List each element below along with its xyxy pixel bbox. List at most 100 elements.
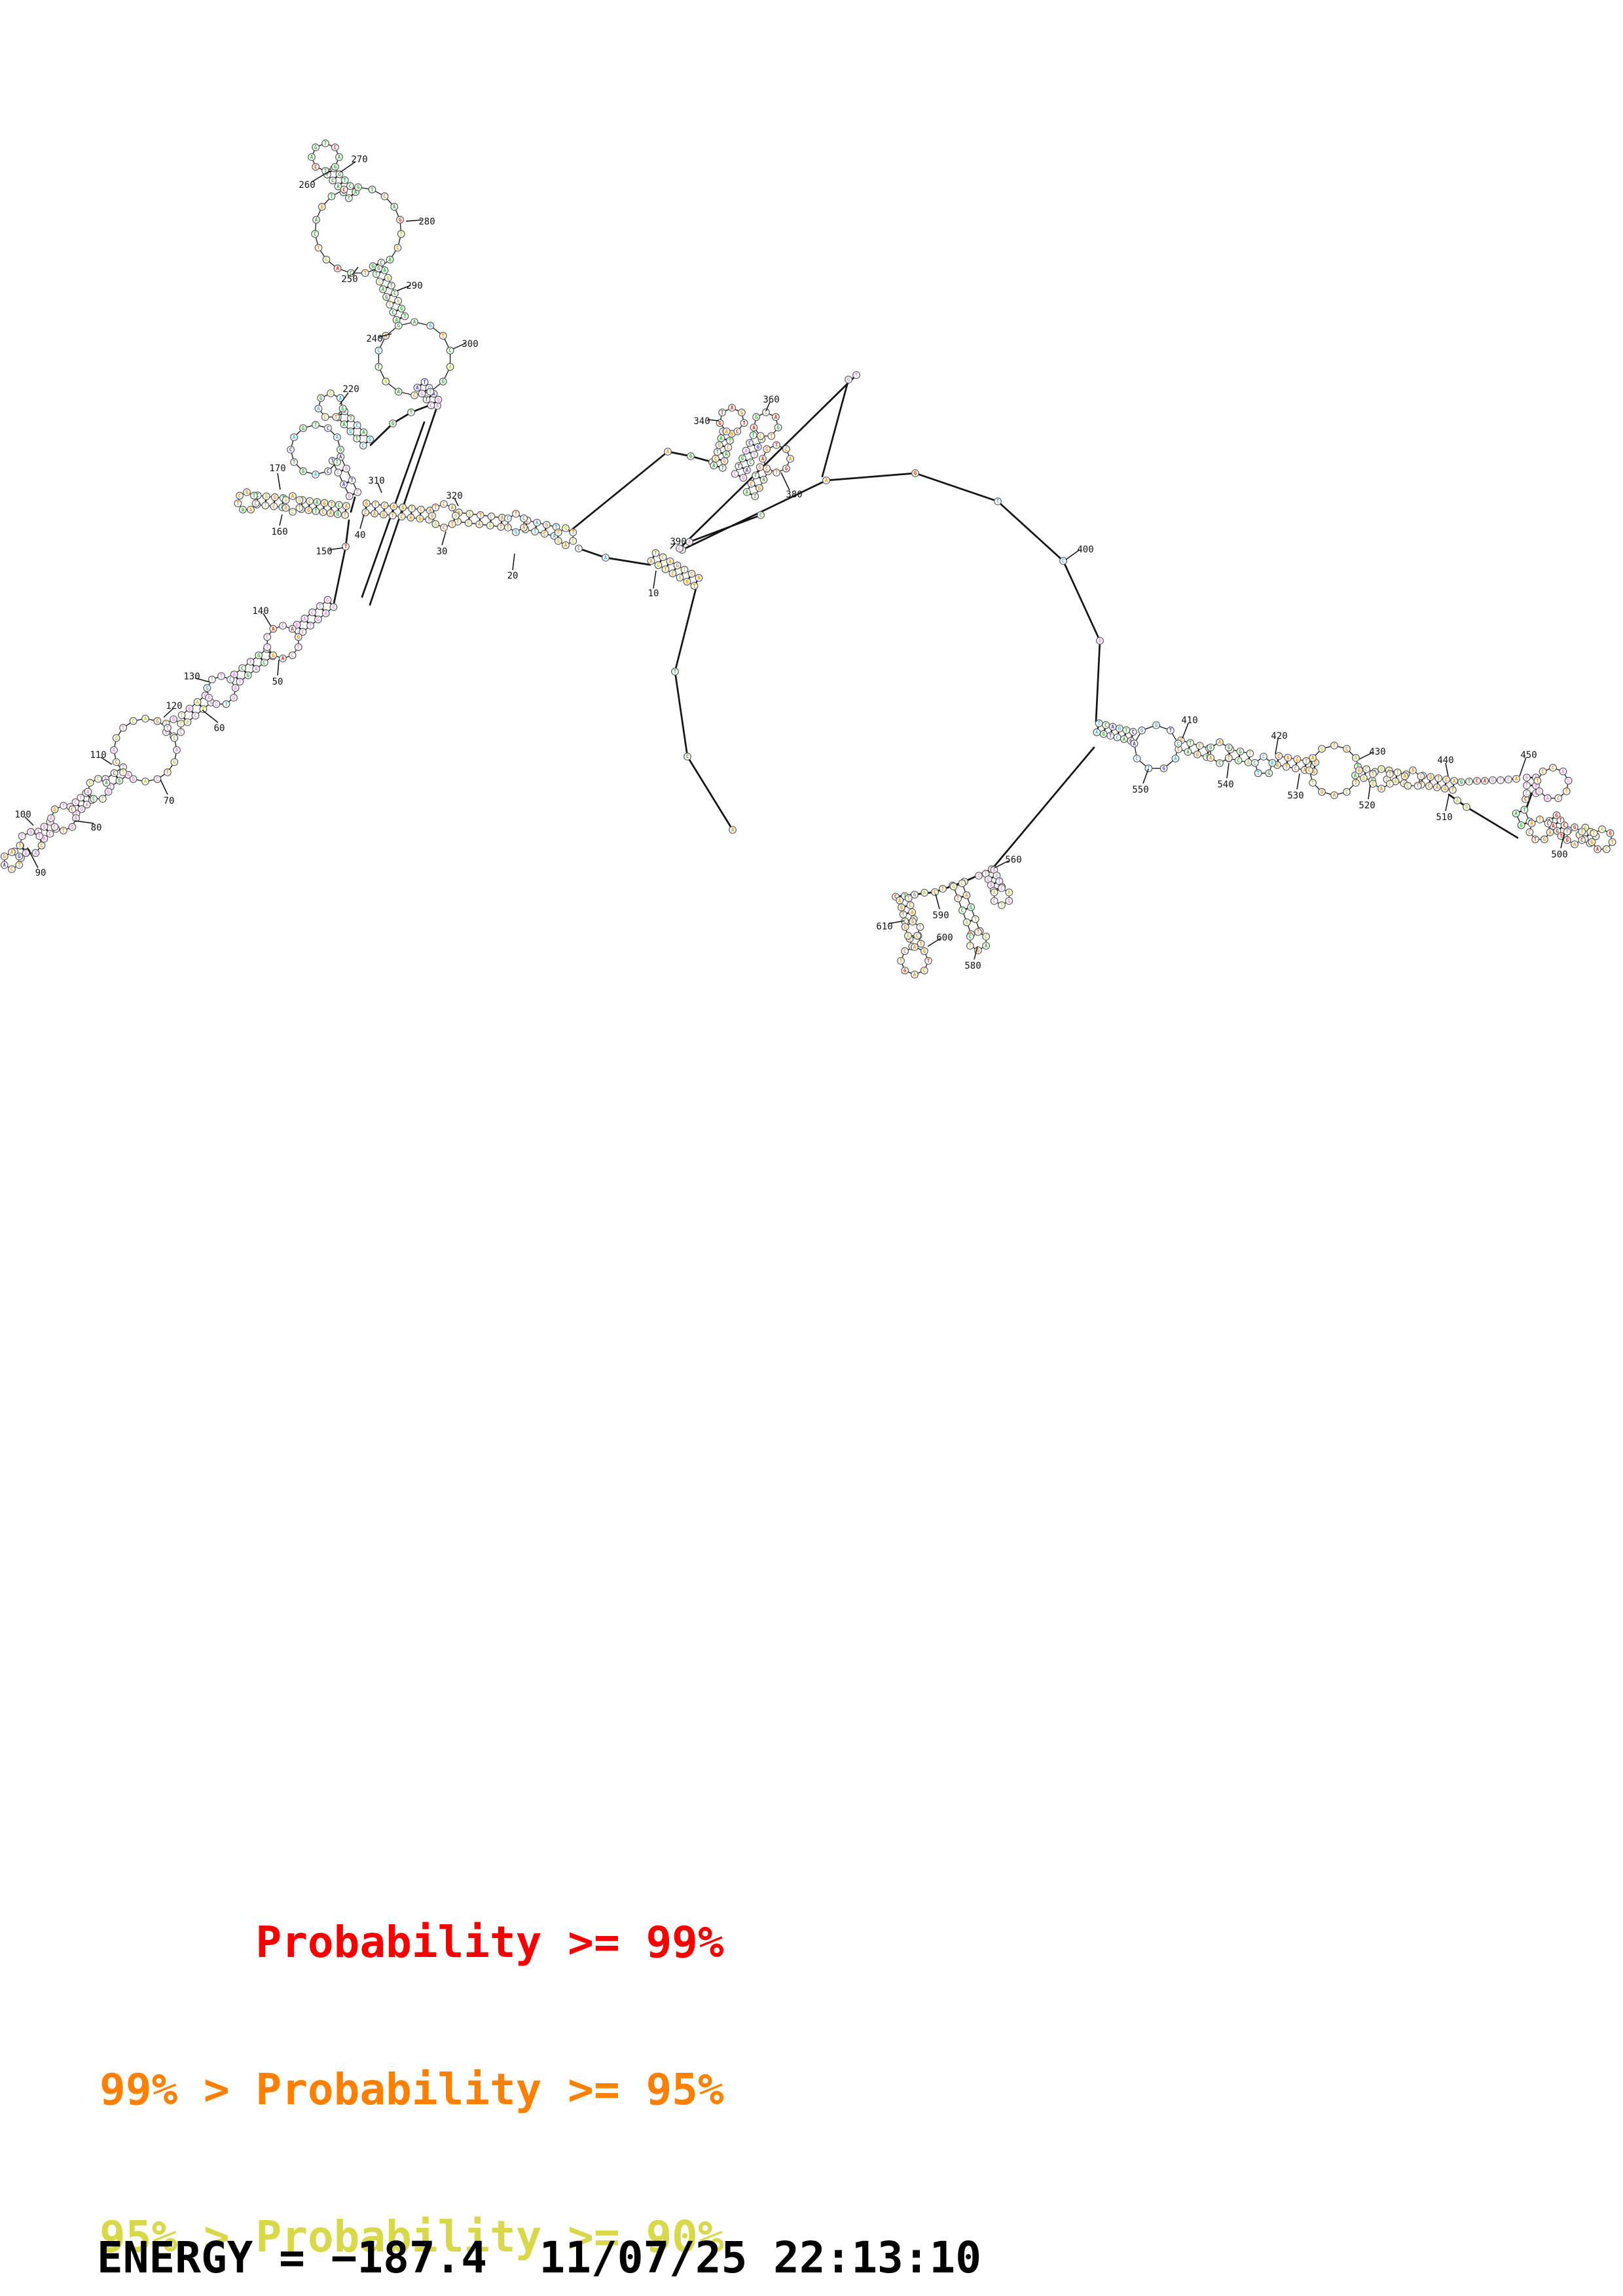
svg-text:T: T — [1147, 766, 1150, 772]
svg-text:G: G — [397, 323, 400, 329]
svg-text:T: T — [957, 895, 960, 901]
svg-text:C: C — [1428, 783, 1431, 789]
svg-text:G: G — [755, 414, 758, 420]
svg-text:C: C — [383, 194, 386, 200]
svg-text:A: A — [293, 435, 296, 440]
svg-text:C: C — [254, 501, 257, 507]
legend-line-90: 95% > Probability >= 90% — [100, 2212, 724, 2262]
svg-text:500: 500 — [1551, 850, 1567, 860]
svg-text:60: 60 — [214, 723, 225, 734]
svg-text:C: C — [272, 503, 276, 509]
svg-text:G: G — [172, 717, 175, 723]
svg-text:T: T — [180, 712, 183, 718]
svg-text:530: 530 — [1287, 791, 1304, 801]
svg-text:G: G — [365, 501, 369, 507]
svg-text:G: G — [564, 526, 568, 531]
svg-text:C: C — [1507, 777, 1510, 783]
svg-text:G: G — [723, 458, 726, 464]
svg-text:T: T — [297, 644, 301, 650]
svg-text:T: T — [1416, 783, 1419, 789]
svg-text:T: T — [434, 505, 437, 511]
svg-text:C: C — [48, 831, 52, 837]
svg-text:A: A — [911, 909, 914, 915]
svg-text:G: G — [80, 806, 83, 812]
svg-text:A: A — [913, 972, 917, 978]
svg-text:C: C — [349, 183, 352, 189]
svg-text:280: 280 — [418, 217, 435, 227]
svg-text:T: T — [18, 862, 21, 868]
svg-text:G: G — [556, 538, 560, 544]
svg-text:A: A — [382, 287, 385, 293]
svg-text:A: A — [458, 510, 461, 516]
svg-text:G: G — [339, 447, 342, 453]
svg-text:G: G — [1520, 823, 1523, 829]
svg-text:T: T — [79, 795, 82, 800]
svg-text:G: G — [53, 806, 56, 812]
svg-text:A: A — [775, 414, 778, 420]
svg-text:C: C — [960, 880, 964, 886]
svg-text:C: C — [1314, 760, 1317, 766]
svg-text:510: 510 — [1436, 812, 1452, 823]
svg-text:C: C — [686, 754, 689, 760]
svg-text:C: C — [1308, 768, 1311, 774]
svg-text:T: T — [330, 194, 333, 200]
svg-text:G: G — [297, 634, 301, 640]
svg-text:T: T — [1523, 807, 1526, 813]
svg-text:T: T — [37, 829, 40, 834]
svg-text:G: G — [43, 824, 46, 830]
svg-text:C: C — [522, 516, 526, 522]
svg-text:T: T — [450, 521, 454, 527]
svg-text:G: G — [488, 523, 492, 529]
svg-text:C: C — [393, 291, 397, 296]
svg-text:A: A — [1286, 755, 1290, 761]
svg-text:G: G — [284, 497, 287, 503]
svg-text:C: C — [765, 410, 768, 416]
svg-text:C: C — [661, 554, 665, 560]
svg-text:G: G — [385, 294, 388, 300]
svg-text:A: A — [1247, 760, 1250, 766]
svg-text:T: T — [1372, 771, 1375, 777]
svg-text:290: 290 — [406, 281, 422, 291]
svg-text:A: A — [105, 780, 108, 786]
svg-text:A: A — [303, 616, 306, 622]
svg-text:C: C — [392, 310, 395, 315]
svg-text:G: G — [273, 494, 276, 500]
svg-text:G: G — [257, 653, 261, 658]
svg-text:A: A — [1174, 756, 1177, 762]
svg-text:G: G — [914, 471, 917, 476]
svg-text:A: A — [536, 520, 539, 526]
svg-text:A: A — [336, 266, 339, 272]
svg-text:T: T — [974, 916, 977, 922]
svg-text:A: A — [272, 626, 275, 632]
svg-text:G: G — [1556, 828, 1559, 834]
svg-text:C: C — [420, 507, 423, 512]
svg-text:A: A — [1008, 889, 1011, 895]
svg-text:T: T — [515, 511, 518, 517]
svg-text:100: 100 — [14, 810, 31, 820]
svg-text:T: T — [403, 314, 407, 319]
svg-text:C: C — [329, 391, 333, 397]
svg-text:C: C — [1524, 797, 1527, 802]
svg-text:G: G — [156, 718, 159, 724]
svg-text:G: G — [1465, 804, 1468, 810]
svg-text:G: G — [1276, 762, 1279, 768]
svg-text:G: G — [676, 563, 679, 569]
svg-text:A: A — [712, 463, 716, 469]
svg-text:A: A — [649, 558, 653, 564]
svg-text:C: C — [1406, 783, 1410, 789]
svg-text:T: T — [166, 725, 170, 731]
svg-text:A: A — [43, 836, 46, 842]
svg-text:A: A — [898, 897, 902, 903]
svg-text:A: A — [234, 685, 237, 691]
svg-text:130: 130 — [183, 672, 200, 682]
svg-text:G: G — [1460, 780, 1463, 785]
svg-text:T: T — [919, 924, 922, 930]
svg-text:A: A — [744, 448, 748, 454]
svg-text:560: 560 — [1005, 855, 1021, 865]
svg-text:C: C — [690, 571, 693, 577]
svg-text:C: C — [332, 604, 335, 610]
svg-text:A: A — [1484, 778, 1487, 784]
svg-text:C: C — [1525, 791, 1529, 797]
svg-text:T: T — [423, 379, 426, 385]
svg-text:T: T — [1333, 743, 1336, 749]
